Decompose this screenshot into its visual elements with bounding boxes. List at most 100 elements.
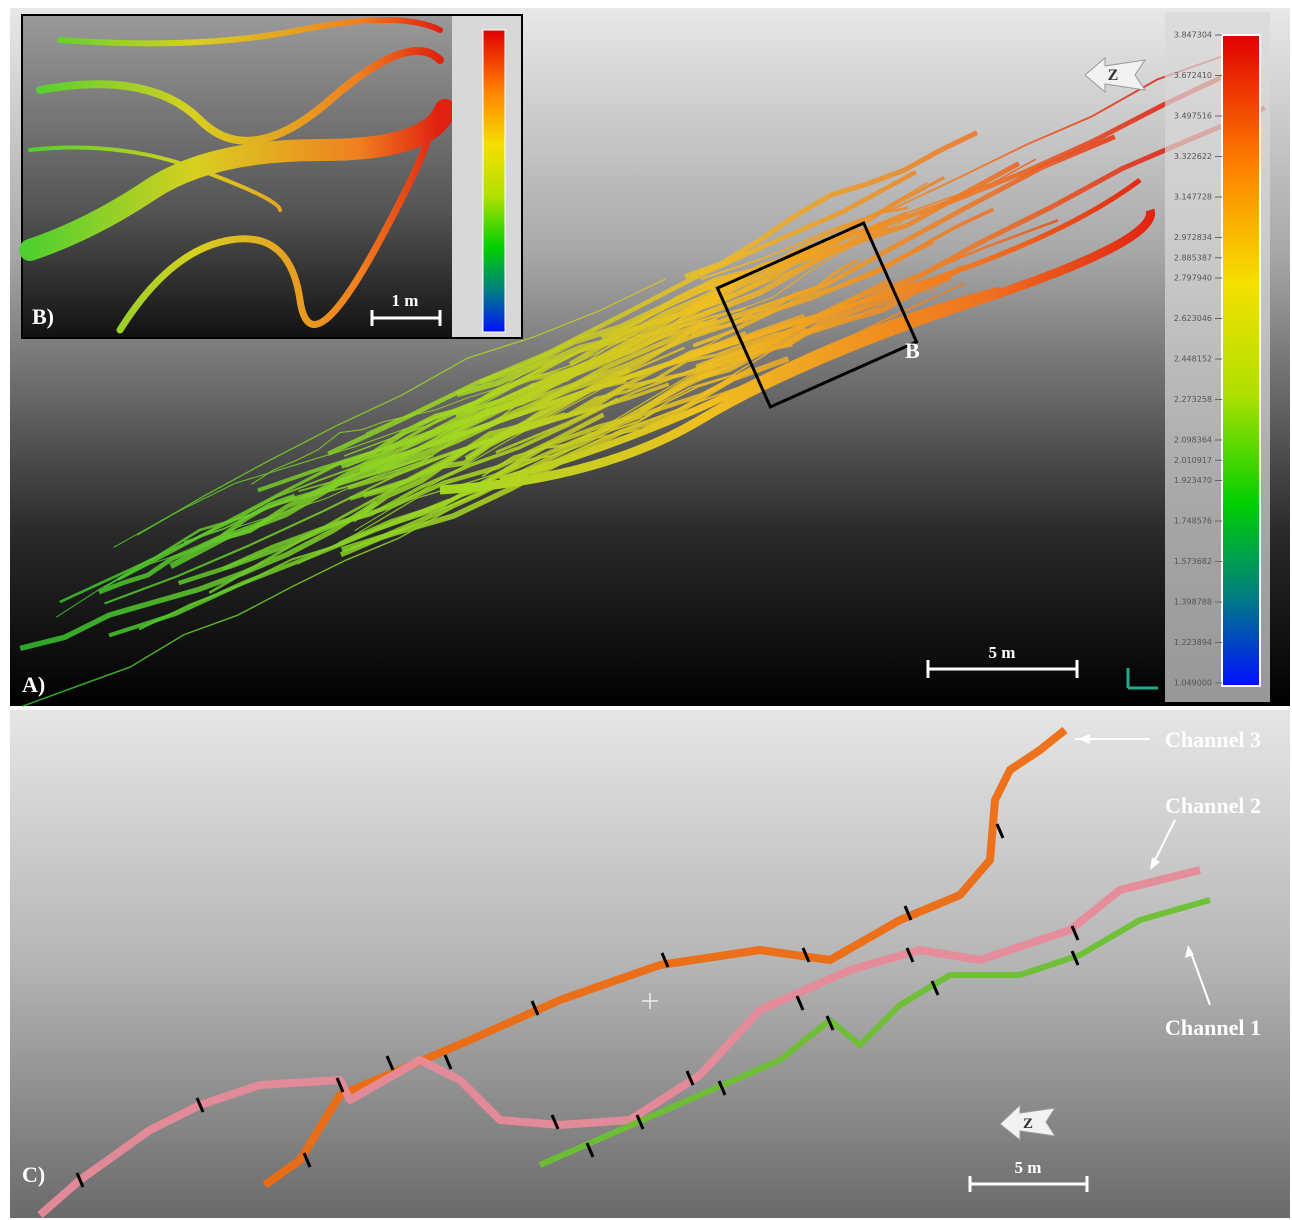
colorbar-tick-label: 3.847304 <box>1174 31 1212 40</box>
colorbar-tick-label: 1.398788 <box>1174 598 1212 607</box>
cloud-strand <box>691 258 859 337</box>
cloud-strand <box>340 360 594 469</box>
colorbar <box>1221 34 1261 687</box>
box-label: B <box>905 338 920 363</box>
channels <box>37 726 1211 1219</box>
inset-colorbar <box>482 29 506 333</box>
colorbar-tick-label: 3.672410 <box>1174 71 1212 80</box>
segment-tick <box>930 980 940 996</box>
segment-tick <box>550 1114 560 1130</box>
inset-channel <box>36 47 444 145</box>
panel-c <box>10 710 1290 1218</box>
cloud-strand <box>375 222 889 474</box>
cloud-strand <box>696 275 952 381</box>
segment-tick <box>443 1054 453 1070</box>
panel-label: A) <box>22 672 45 697</box>
colorbar-tick-label: 2.623046 <box>1174 314 1212 323</box>
colorbar-tick-label: 3.322622 <box>1174 152 1212 161</box>
cloud-strand <box>251 407 429 485</box>
scale-label: 5 m <box>1015 1158 1042 1177</box>
inset-scale-bar <box>370 310 442 326</box>
cloud-strand <box>495 219 1059 454</box>
inset-channel <box>57 17 443 47</box>
segment-tick <box>825 1015 835 1031</box>
colorbar-tick-label: 2.972834 <box>1174 233 1212 242</box>
segment-tick <box>903 905 913 921</box>
segment-tick <box>530 1000 540 1016</box>
segment-tick <box>75 1172 85 1188</box>
colorbar-tick-label: 3.147728 <box>1174 193 1212 202</box>
cloud-strand <box>113 345 600 548</box>
pointer-head <box>1150 857 1160 870</box>
cloud-channel <box>359 177 1142 473</box>
segment-tick <box>302 1152 312 1168</box>
cloud-strand <box>493 376 728 479</box>
segment-tick <box>585 1142 595 1158</box>
colorbar-tick-label: 2.448152 <box>1174 355 1212 364</box>
cloud-strand <box>684 130 979 280</box>
cloud-channel <box>439 208 1155 495</box>
segment-tick <box>717 1080 727 1096</box>
scale-bar <box>968 1176 1089 1192</box>
segment-tick <box>685 1070 695 1086</box>
inset-box <box>715 221 919 409</box>
pointer-line <box>1189 949 1211 1006</box>
cloud-strand <box>470 407 662 492</box>
segment-tick <box>1070 950 1080 966</box>
inset-scale-label: 1 m <box>392 291 419 310</box>
cloud-strand <box>222 397 619 571</box>
cloud-strand <box>354 311 763 532</box>
channel-label: Channel 2 <box>1165 793 1261 818</box>
segment-tick <box>905 947 915 963</box>
colorbar-tick-label: 1.049000 <box>1174 679 1212 688</box>
inset-channel <box>19 99 456 261</box>
colorbar-tick-label: 2.010917 <box>1174 456 1212 465</box>
colorbar-ticks: 1.049000 1.223894 1.398788 1.573682 1.748576… <box>1174 31 1222 688</box>
cloud-strand <box>19 500 378 652</box>
colorbar-tick-label: 1.573682 <box>1174 557 1212 566</box>
north-arrow <box>1084 56 1147 94</box>
inset-channel <box>28 145 282 212</box>
cloud-strand <box>22 507 454 707</box>
segment-tick <box>195 1097 205 1113</box>
segment-tick <box>801 947 811 963</box>
axes-icon <box>1126 668 1158 690</box>
segment-tick <box>1070 925 1080 941</box>
colorbar-tick-label: 2.885387 <box>1174 253 1212 262</box>
channel-path <box>538 897 1211 1168</box>
segment-tick <box>795 995 805 1011</box>
north-arrow <box>999 1103 1057 1142</box>
cloud-strand <box>534 134 1116 409</box>
cloud-strand <box>177 412 605 586</box>
segment-tick <box>660 952 670 968</box>
channel-path <box>262 726 1068 1189</box>
panel-label: C) <box>22 1162 45 1187</box>
colorbar-tick-label: 3.497516 <box>1174 112 1212 121</box>
cloud-strand <box>700 55 1223 280</box>
pointer-head <box>1185 945 1194 958</box>
colorbar-tick-label: 2.098364 <box>1174 436 1212 445</box>
north-label: Z <box>1023 1116 1033 1132</box>
channel-label: Channel 1 <box>1165 1015 1261 1040</box>
channel-label: Channel 3 <box>1165 727 1261 752</box>
cloud-strand <box>349 313 806 501</box>
cloud-strand <box>327 169 917 456</box>
crosshair <box>642 993 658 1009</box>
pointer-line <box>1151 819 1176 867</box>
cloud-strand <box>136 278 666 536</box>
colorbar-tick-label: 1.748576 <box>1174 517 1212 526</box>
segment-tick <box>995 823 1005 839</box>
inset-point-cloud <box>19 17 456 334</box>
segment-tick <box>385 1055 395 1071</box>
cloud-strand <box>607 285 941 428</box>
colorbar-tick-label: 1.223894 <box>1174 638 1212 647</box>
colorbar-tick-label: 1.923470 <box>1174 476 1212 485</box>
scale-bar <box>926 660 1079 678</box>
cloud-strand <box>183 417 502 544</box>
inset-channel <box>116 123 433 334</box>
cloud-strand <box>297 337 775 565</box>
colorbar-tick-label: 2.797940 <box>1174 274 1212 283</box>
segment-tick <box>635 1114 645 1130</box>
north-label: Z <box>1108 67 1119 84</box>
